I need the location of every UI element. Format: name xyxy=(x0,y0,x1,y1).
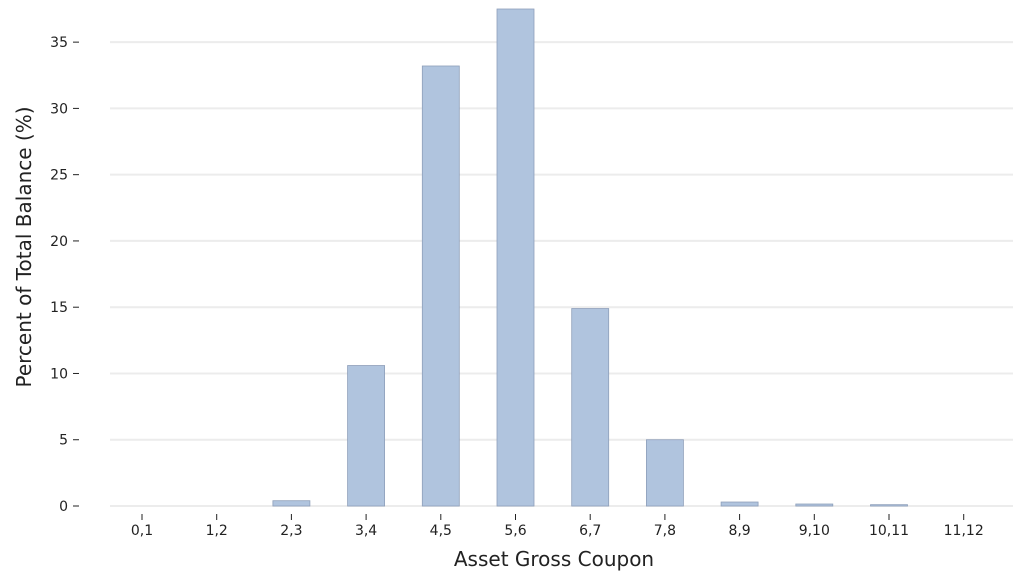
x-tick-label: 11,12 xyxy=(944,523,984,539)
bar-8-9 xyxy=(720,501,759,507)
x-tick-label: 0,1 xyxy=(131,523,153,539)
bar-2-3 xyxy=(272,500,311,507)
bar-4-5 xyxy=(421,65,460,507)
y-tick-label: 35 xyxy=(50,35,68,51)
x-axis-label: Asset Gross Coupon xyxy=(454,547,654,571)
x-tick-label: 3,4 xyxy=(355,523,377,539)
x-tick-label: 6,7 xyxy=(579,523,601,539)
y-tick-label: 20 xyxy=(50,234,68,250)
x-tick-label: 8,9 xyxy=(728,523,750,539)
bars xyxy=(272,8,908,507)
y-tick-label: 0 xyxy=(59,499,68,515)
y-axis-label: Percent of Total Balance (%) xyxy=(12,106,36,387)
x-tick-label: 7,8 xyxy=(654,523,676,539)
x-tick-label: 9,10 xyxy=(799,523,830,539)
y-tick-label: 10 xyxy=(50,366,68,382)
x-tick-labels: 0,1 1,2 2,3 3,4 4,5 5,6 6,7 7,8 8,9 9,10 10,11 11,1… xyxy=(131,514,984,539)
bar-9-10 xyxy=(795,503,834,507)
y-tick-labels: 0 5 10 15 20 25 30 35 xyxy=(50,35,79,515)
bar-3-4 xyxy=(347,365,386,507)
y-tick-label: 15 xyxy=(50,300,68,316)
bar-6-7 xyxy=(571,308,610,507)
y-tick-label: 25 xyxy=(50,168,68,184)
y-tick-label: 5 xyxy=(59,433,68,449)
x-tick-label: 5,6 xyxy=(504,523,526,539)
x-tick-label: 10,11 xyxy=(869,523,909,539)
x-tick-label: 4,5 xyxy=(430,523,452,539)
bar-7-8 xyxy=(646,439,684,507)
bar-10-11 xyxy=(870,504,908,507)
bar-5-6 xyxy=(496,8,535,507)
x-tick-label: 1,2 xyxy=(206,523,228,539)
y-tick-label: 30 xyxy=(50,101,68,117)
x-tick-label: 2,3 xyxy=(280,523,302,539)
gridlines xyxy=(110,41,1013,507)
